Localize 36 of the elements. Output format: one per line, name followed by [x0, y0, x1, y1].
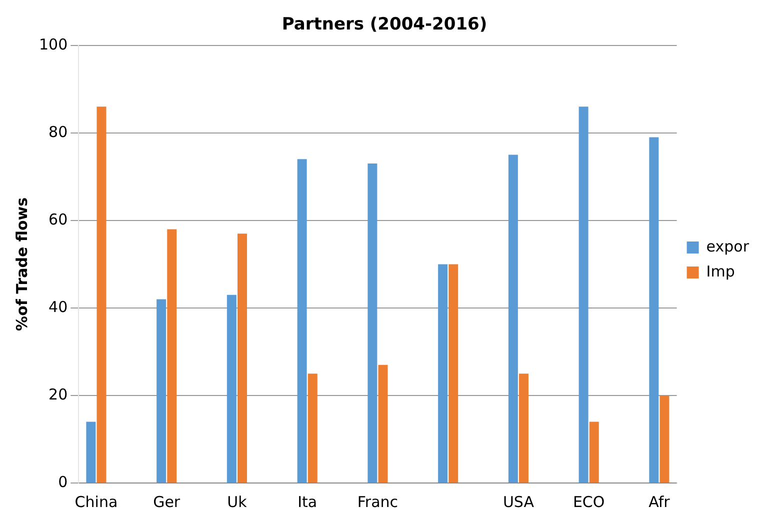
bar [518, 374, 528, 482]
bar [508, 154, 518, 482]
bar [297, 159, 307, 482]
legend-label: expor [706, 237, 750, 256]
legend-label: Imp [706, 262, 735, 280]
chart-title: Partners (2004-2016) [282, 14, 488, 35]
x-tick-label: Afr [648, 492, 671, 511]
bar [308, 374, 318, 482]
bar [448, 264, 458, 482]
bar [368, 164, 378, 482]
x-tick-label: Uk [227, 492, 248, 511]
bar [156, 299, 166, 482]
y-tick-label: 0 [58, 472, 68, 491]
x-tick-label: Ger [153, 492, 181, 511]
x-tick-label: ECO [572, 492, 605, 511]
bar [660, 395, 670, 482]
bar [649, 137, 659, 482]
bar [96, 106, 106, 482]
bar [378, 364, 388, 482]
bar [578, 106, 588, 482]
bar [237, 234, 247, 482]
x-tick-label: Franc [357, 492, 398, 511]
y-tick-label: 20 [48, 385, 68, 404]
y-tick-label: 60 [48, 210, 68, 228]
x-tick-label: Ita [298, 492, 318, 511]
y-tick-label: 100 [38, 35, 68, 54]
bar [167, 229, 177, 482]
x-tick-label: China [74, 492, 118, 511]
bar [438, 264, 448, 482]
bar [86, 422, 96, 482]
y-axis-title: %of Trade flows [12, 197, 31, 331]
bar [226, 294, 236, 482]
bar [589, 422, 599, 482]
y-tick-label: 40 [48, 298, 68, 316]
x-tick-label: USA [502, 492, 535, 511]
y-tick-label: 80 [48, 122, 68, 141]
